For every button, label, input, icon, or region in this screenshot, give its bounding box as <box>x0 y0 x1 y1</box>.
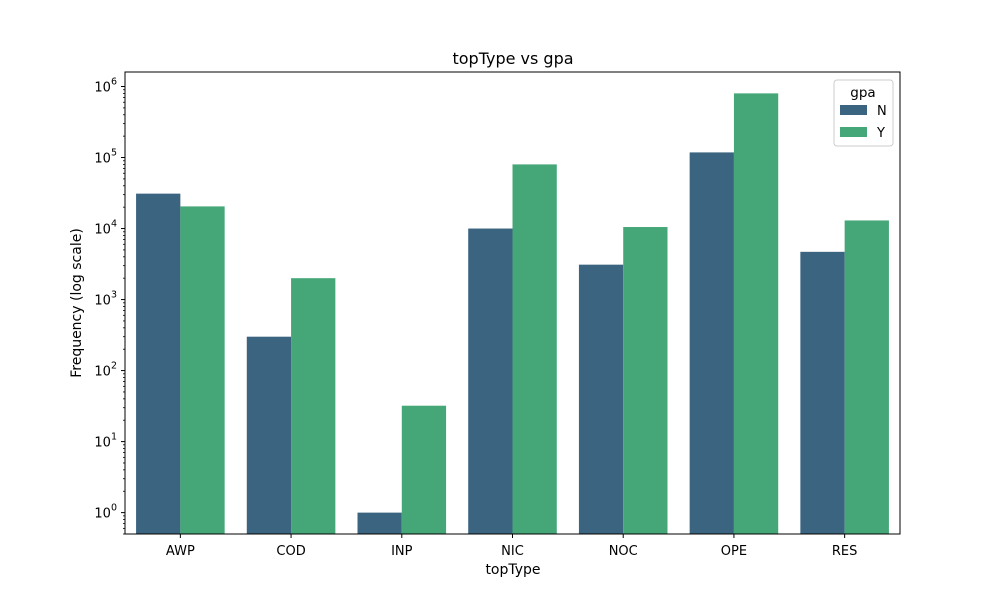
y-axis-label: Frequency (log scale) <box>69 228 85 378</box>
bar-N-COD <box>246 336 292 534</box>
x-tick-label: AWP <box>166 544 195 559</box>
y-tick-label: 106 <box>94 76 117 95</box>
bar-N-NIC <box>468 228 513 535</box>
bar-N-AWP <box>136 193 181 534</box>
bar-Y-COD <box>291 278 336 534</box>
legend-swatch-N <box>840 105 867 115</box>
y-tick-label: 102 <box>94 361 117 380</box>
x-tick-label: INP <box>391 544 413 559</box>
bar-Y-NIC <box>512 164 557 534</box>
x-tick-label: COD <box>276 544 305 559</box>
legend: gpa NY <box>833 79 894 147</box>
legend-title: gpa <box>850 85 875 101</box>
x-tick-label: RES <box>832 544 858 559</box>
legend-swatch-Y <box>840 127 867 137</box>
x-tick-label: OPE <box>721 544 747 559</box>
bar-Y-INP <box>401 405 447 534</box>
bar-N-INP <box>357 512 402 534</box>
bar-Y-RES <box>844 220 889 534</box>
chart-title: topType vs gpa <box>452 49 573 68</box>
legend-items: NY <box>840 104 887 141</box>
x-tick-label: NIC <box>501 544 524 559</box>
bars-layer <box>136 93 889 535</box>
y-tick-label: 105 <box>94 148 117 167</box>
x-axis-label: topType <box>485 562 540 578</box>
bar-N-NOC <box>578 264 624 534</box>
x-tick-label: NOC <box>609 544 638 559</box>
y-tick-label: 101 <box>94 432 117 451</box>
bar-Y-AWP <box>180 206 225 534</box>
bar-N-OPE <box>689 152 734 534</box>
y-tick-label: 104 <box>94 219 117 238</box>
legend-label-Y: Y <box>876 126 885 141</box>
bar-Y-NOC <box>623 227 668 534</box>
y-tick-labels: 100 101 102 103 104 105 106 <box>94 76 125 535</box>
y-tick-label: 100 <box>94 503 117 522</box>
bar-N-RES <box>800 251 845 534</box>
bar-Y-OPE <box>733 93 779 534</box>
y-tick-label: 103 <box>94 290 117 309</box>
x-tick-labels: AWP COD INP NIC NOC OPE RES <box>166 534 857 559</box>
legend-label-N: N <box>877 104 887 119</box>
